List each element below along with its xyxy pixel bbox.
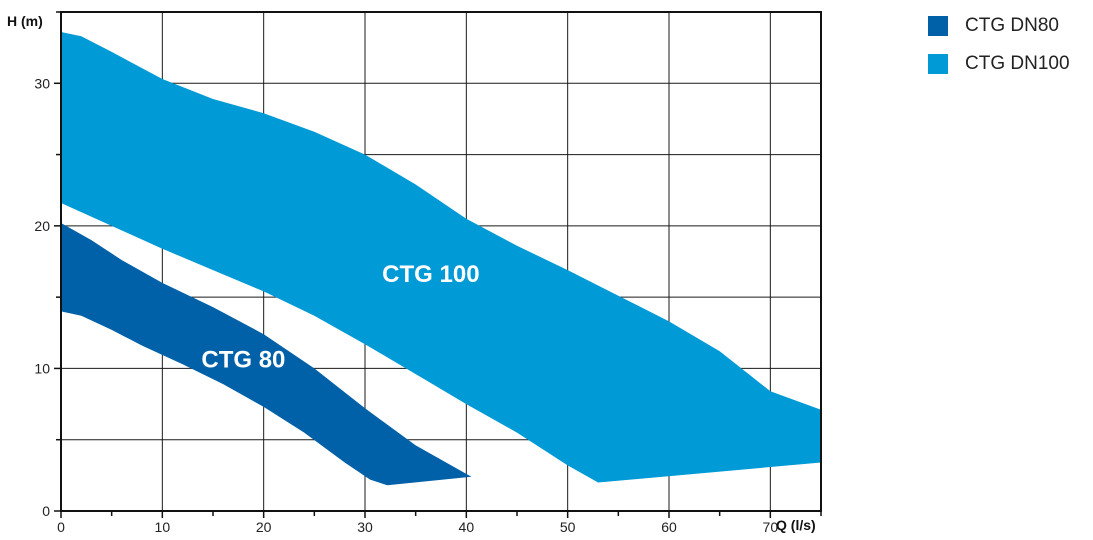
x-tick-label: 20 xyxy=(256,519,272,535)
area-label-ctg-80: CTG 80 xyxy=(201,347,285,374)
area-ctg-dn100 xyxy=(61,32,821,483)
legend-label-dn80: CTG DN80 xyxy=(965,15,1059,36)
plot-border xyxy=(60,11,822,512)
legend: CTG DN80 CTG DN100 xyxy=(928,14,1070,90)
x-tick-label: 60 xyxy=(661,519,677,535)
legend-swatch-dn100 xyxy=(928,54,948,74)
x-tick-label: 50 xyxy=(560,519,576,535)
area-label-ctg-100: CTG 100 xyxy=(382,261,479,288)
y-tick-label: 10 xyxy=(34,360,50,376)
plot-frame xyxy=(60,11,822,512)
y-tick-label: 30 xyxy=(34,75,50,91)
legend-item-dn100: CTG DN100 xyxy=(928,52,1070,76)
x-tick-label: 0 xyxy=(57,519,65,535)
axis-ticks: 0 10 20 30 40 50 60 70 0 10 20 30 xyxy=(34,11,822,535)
x-tick-label: 10 xyxy=(155,519,171,535)
x-tick-label: 30 xyxy=(357,519,373,535)
y-axis-title: H (m) xyxy=(7,13,43,29)
y-tick-label: 20 xyxy=(34,218,50,234)
x-tick-label: 40 xyxy=(459,519,475,535)
y-tick-label: 0 xyxy=(42,503,50,519)
area-ctg-dn80 xyxy=(61,223,472,486)
x-tick-label: 70 xyxy=(763,519,779,535)
legend-swatch-dn80 xyxy=(928,16,948,36)
data-areas: CTG 80 CTG 100 xyxy=(61,32,821,486)
x-axis-title: Q (l/s) xyxy=(776,517,816,533)
legend-item-dn80: CTG DN80 xyxy=(928,14,1070,38)
legend-label-dn100: CTG DN100 xyxy=(965,53,1070,74)
